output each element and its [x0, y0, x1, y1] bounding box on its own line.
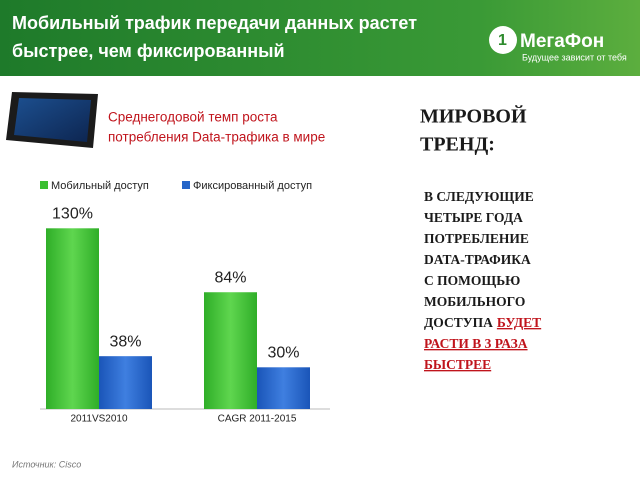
bar [257, 367, 310, 409]
trend-line: С ПОМОЩЬЮ [424, 273, 520, 288]
trend-text: МОБИЛЬНОГО [424, 294, 525, 309]
value-label: 84% [214, 269, 246, 286]
tablet-image [6, 92, 98, 148]
trend-text: ЧЕТЫРЕ ГОДА [424, 210, 523, 225]
trend-line: ПОТРЕБЛЕНИЕ [424, 231, 529, 246]
trend-text: ПОТРЕБЛЕНИЕ [424, 231, 529, 246]
legend-swatch [40, 181, 48, 189]
trend-heading: МИРОВОЙ [420, 105, 527, 128]
bar [99, 356, 152, 409]
value-label: 30% [267, 345, 299, 362]
value-label: 130% [52, 206, 93, 223]
trend-line: В СЛЕДУЮЩИЕ [424, 189, 534, 204]
x-tick-label: 2011VS2010 [70, 414, 128, 425]
trend-line: ЧЕТЫРЕ ГОДА [424, 210, 523, 225]
x-tick-label: CAGR 2011-2015 [218, 414, 297, 425]
slide-title: Мобильный трафик передачи данных растет [12, 13, 417, 33]
logo-icon [489, 26, 517, 54]
trend-highlight: РАСТИ В 3 РАЗА [424, 336, 528, 351]
chart-subtitle: Среднегодовой темп роста [108, 110, 278, 125]
trend-text: С ПОМОЩЬЮ [424, 273, 520, 288]
legend-swatch [182, 181, 190, 189]
trend-line: DATA-ТРАФИКА [424, 252, 531, 267]
source-note: Источник: Cisco [12, 459, 81, 469]
trend-text: ДОСТУПА [424, 315, 493, 330]
bar [46, 228, 99, 409]
trend-highlight: БЫСТРЕЕ [424, 357, 491, 372]
value-label: 38% [109, 333, 141, 350]
trend-highlight: БУДЕТ [497, 315, 541, 330]
trend-line: РАСТИ В 3 РАЗА [424, 336, 528, 351]
bar [204, 292, 257, 409]
logo-text: МегаФон [520, 31, 604, 52]
chart-subtitle: потребления Data-трафика в мире [108, 130, 325, 145]
trend-heading: ТРЕНД: [420, 134, 495, 156]
legend-label: Мобильный доступ [51, 180, 149, 192]
trend-line: ДОСТУПА БУДЕТ [424, 315, 541, 330]
trend-text: DATA-ТРАФИКА [424, 252, 531, 267]
logo-slogan: Будущее зависит от тебя [522, 52, 627, 62]
legend-label: Фиксированный доступ [193, 180, 312, 192]
header-bar [0, 0, 640, 76]
trend-line: МОБИЛЬНОГО [424, 294, 525, 309]
slide-title: быстрее, чем фиксированный [12, 41, 285, 61]
logo-icon-glyph: 1 [498, 32, 507, 49]
trend-line: БЫСТРЕЕ [424, 357, 491, 372]
trend-text: В СЛЕДУЮЩИЕ [424, 189, 534, 204]
